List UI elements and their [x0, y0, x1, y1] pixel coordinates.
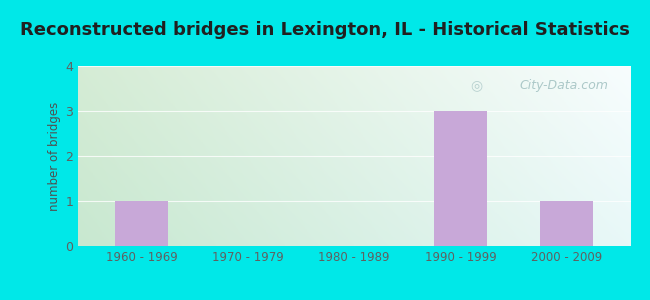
Bar — [540, 201, 593, 246]
Text: Reconstructed bridges in Lexington, IL - Historical Statistics: Reconstructed bridges in Lexington, IL -… — [20, 21, 630, 39]
Text: City-Data.com: City-Data.com — [519, 79, 608, 92]
Y-axis label: number of bridges: number of bridges — [48, 101, 61, 211]
Text: ◎: ◎ — [470, 79, 482, 93]
Bar — [115, 201, 168, 246]
Bar — [434, 111, 487, 246]
